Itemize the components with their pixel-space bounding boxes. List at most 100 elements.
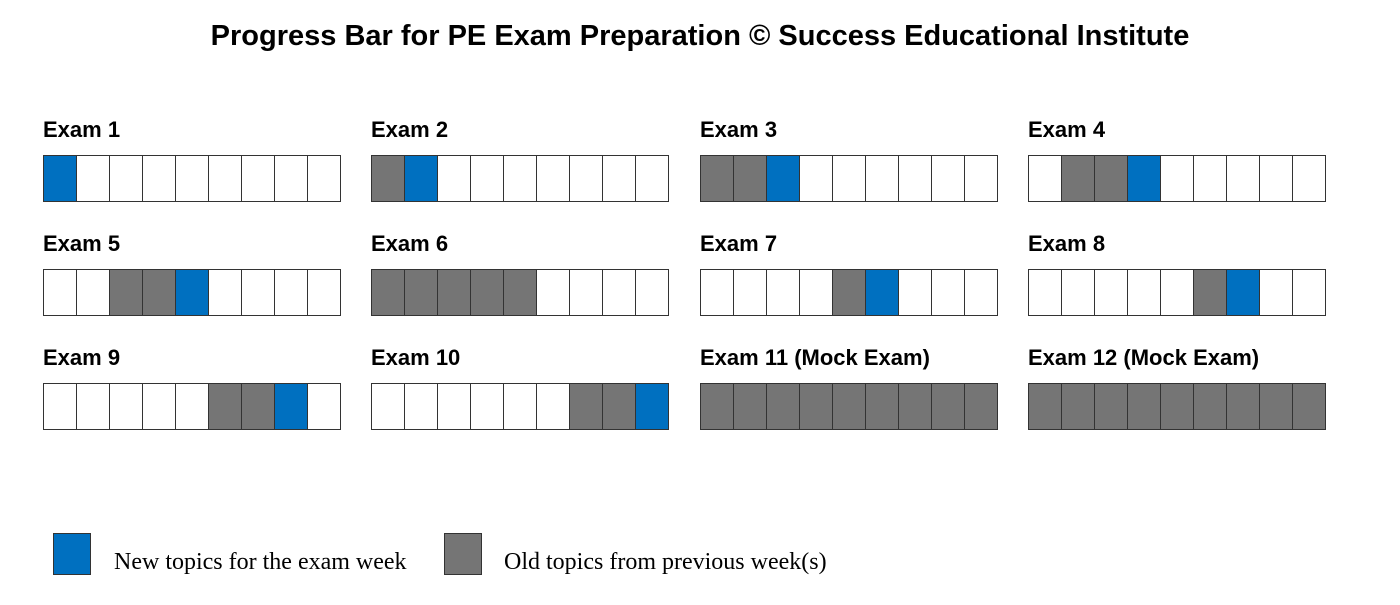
progress-segment-empty xyxy=(1062,269,1095,316)
page-title: Progress Bar for PE Exam Preparation © S… xyxy=(210,20,1190,52)
progress-segment-old xyxy=(603,383,636,430)
progress-segment-empty xyxy=(537,269,570,316)
progress-segment-new xyxy=(405,155,438,202)
progress-bar xyxy=(43,269,341,316)
progress-segment-old xyxy=(372,155,405,202)
progress-segment-old xyxy=(1293,383,1326,430)
progress-segment-empty xyxy=(176,383,209,430)
progress-bar xyxy=(43,155,341,202)
progress-segment-old xyxy=(471,269,504,316)
progress-segment-empty xyxy=(77,155,110,202)
progress-segment-empty xyxy=(932,269,965,316)
progress-segment-old xyxy=(701,155,734,202)
progress-segment-old xyxy=(965,383,998,430)
progress-segment-empty xyxy=(209,155,242,202)
progress-segment-empty xyxy=(899,155,932,202)
progress-bar xyxy=(371,383,669,430)
progress-segment-empty xyxy=(800,269,833,316)
exam-4: Exam 4 xyxy=(1028,115,1326,202)
exam-label: Exam 11 (Mock Exam) xyxy=(700,345,930,370)
progress-segment-old xyxy=(1095,155,1128,202)
progress-segment-old xyxy=(1062,155,1095,202)
progress-segment-empty xyxy=(110,155,143,202)
progress-segment-empty xyxy=(1293,269,1326,316)
legend-old-swatch xyxy=(444,533,482,575)
exam-11: Exam 11 (Mock Exam) xyxy=(700,343,998,430)
progress-segment-old xyxy=(1029,383,1062,430)
progress-segment-empty xyxy=(110,383,143,430)
progress-segment-empty xyxy=(800,155,833,202)
legend-new-label: New topics for the exam week xyxy=(114,549,407,575)
exam-label: Exam 6 xyxy=(371,231,449,256)
exam-label: Exam 3 xyxy=(700,117,778,142)
progress-segment-old xyxy=(242,383,275,430)
progress-segment-empty xyxy=(209,269,242,316)
progress-segment-empty xyxy=(833,155,866,202)
progress-segment-empty xyxy=(734,269,767,316)
progress-segment-old xyxy=(1095,383,1128,430)
exam-8: Exam 8 xyxy=(1028,229,1326,316)
progress-segment-empty xyxy=(965,269,998,316)
progress-bar xyxy=(1028,155,1326,202)
progress-bar xyxy=(1028,383,1326,430)
progress-segment-empty xyxy=(767,269,800,316)
progress-bar xyxy=(700,155,998,202)
progress-segment-empty xyxy=(44,269,77,316)
progress-segment-old xyxy=(143,269,176,316)
progress-segment-empty xyxy=(537,155,570,202)
progress-segment-empty xyxy=(1161,269,1194,316)
progress-segment-empty xyxy=(701,269,734,316)
progress-bar xyxy=(43,383,341,430)
progress-segment-old xyxy=(1128,383,1161,430)
exam-label: Exam 7 xyxy=(700,231,778,256)
progress-segment-empty xyxy=(636,155,669,202)
progress-segment-old xyxy=(1260,383,1293,430)
exam-6: Exam 6 xyxy=(371,229,669,316)
progress-bar xyxy=(700,383,998,430)
progress-segment-empty xyxy=(570,155,603,202)
progress-segment-empty xyxy=(1029,155,1062,202)
progress-segment-empty xyxy=(1227,155,1260,202)
progress-segment-new xyxy=(1128,155,1161,202)
progress-segment-empty xyxy=(1194,155,1227,202)
progress-bar xyxy=(371,155,669,202)
progress-segment-old xyxy=(833,269,866,316)
progress-segment-old xyxy=(504,269,537,316)
exam-5: Exam 5 xyxy=(43,229,341,316)
progress-segment-empty xyxy=(504,383,537,430)
progress-segment-empty xyxy=(1095,269,1128,316)
progress-segment-new xyxy=(866,269,899,316)
exam-9: Exam 9 xyxy=(43,343,341,430)
exam-label: Exam 12 (Mock Exam) xyxy=(1028,345,1260,370)
progress-segment-empty xyxy=(77,269,110,316)
exam-label: Exam 5 xyxy=(43,231,121,256)
progress-segment-old xyxy=(1194,383,1227,430)
progress-segment-empty xyxy=(176,155,209,202)
exam-label: Exam 4 xyxy=(1028,117,1106,142)
progress-segment-old xyxy=(899,383,932,430)
exam-label: Exam 8 xyxy=(1028,231,1106,256)
progress-segment-old xyxy=(866,383,899,430)
progress-segment-new xyxy=(275,383,308,430)
progress-segment-empty xyxy=(570,269,603,316)
progress-segment-empty xyxy=(603,269,636,316)
legend-old-label: Old topics from previous week(s) xyxy=(504,549,827,575)
progress-segment-old xyxy=(1227,383,1260,430)
progress-segment-empty xyxy=(77,383,110,430)
progress-segment-empty xyxy=(471,383,504,430)
progress-segment-new xyxy=(176,269,209,316)
progress-segment-empty xyxy=(636,269,669,316)
exam-7: Exam 7 xyxy=(700,229,998,316)
exam-3: Exam 3 xyxy=(700,115,998,202)
progress-segment-empty xyxy=(603,155,636,202)
progress-segment-empty xyxy=(866,155,899,202)
progress-segment-empty xyxy=(44,383,77,430)
progress-segment-old xyxy=(833,383,866,430)
progress-segment-new xyxy=(44,155,77,202)
progress-segment-old xyxy=(209,383,242,430)
progress-segment-empty xyxy=(275,155,308,202)
exam-1: Exam 1 xyxy=(43,115,341,202)
progress-segment-empty xyxy=(932,155,965,202)
progress-segment-old xyxy=(1194,269,1227,316)
progress-segment-old xyxy=(110,269,143,316)
